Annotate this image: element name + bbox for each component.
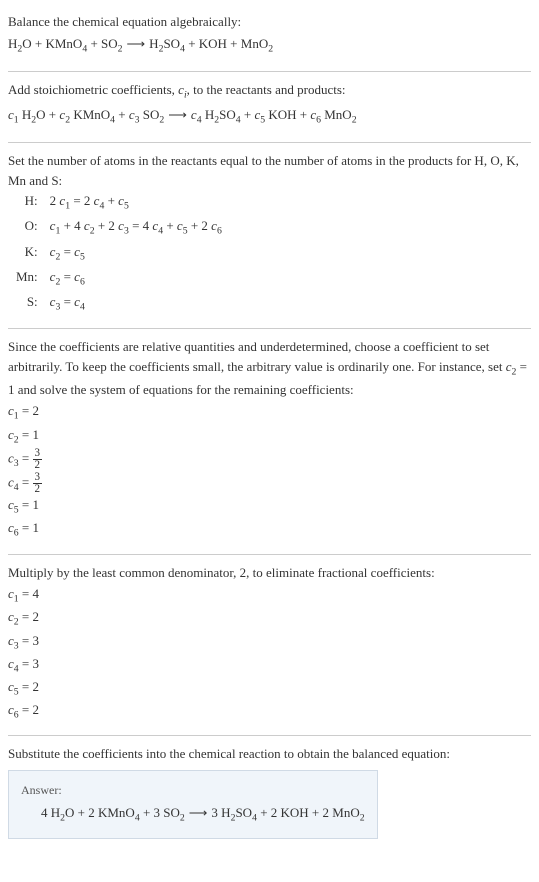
divider — [8, 142, 531, 143]
coeff-val: 2 — [33, 609, 40, 624]
coeff-row: c6 = 2 — [8, 700, 531, 723]
element-label: H: — [12, 190, 46, 215]
table-row: K:c2 = c5 — [12, 241, 226, 266]
element-label: O: — [12, 215, 46, 240]
section-balance-intro: Balance the chemical equation algebraica… — [8, 8, 531, 67]
element-eq: c2 = c5 — [46, 241, 226, 266]
solve-intro: Since the coefficients are relative quan… — [8, 337, 531, 399]
coeff-val: 1 — [33, 520, 40, 535]
coeff-row: c1 = 2 — [8, 401, 531, 424]
fraction: 32 — [33, 448, 43, 471]
element-label: K: — [12, 241, 46, 266]
coeff-row: c5 = 2 — [8, 677, 531, 700]
coeff-row: c6 = 1 — [8, 518, 531, 541]
coeff-row: c4 = 32 — [8, 472, 531, 496]
element-label: Mn: — [12, 266, 46, 291]
table-row: S:c3 = c4 — [12, 291, 226, 316]
table-row: H:2 c1 = 2 c4 + c5 — [12, 190, 226, 215]
section-answer: Substitute the coefficients into the che… — [8, 740, 531, 847]
balance-text: Balance the chemical equation algebraica… — [8, 12, 531, 32]
table-row: Mn:c2 = c6 — [12, 266, 226, 291]
divider — [8, 735, 531, 736]
coeff-row: c4 = 3 — [8, 654, 531, 677]
coeff-row: c2 = 2 — [8, 607, 531, 630]
answer-label: Answer: — [21, 781, 365, 799]
coeff-equation: c1 H2O + c2 KMnO4 + c3 SO2⟶c4 H2SO4 + c5… — [8, 103, 531, 130]
atom-balance-intro: Set the number of atoms in the reactants… — [8, 151, 531, 190]
coeff-val: 3 — [33, 633, 40, 648]
coeff-row: c3 = 32 — [8, 448, 531, 472]
fraction: 32 — [33, 472, 43, 495]
text-part: Add stoichiometric coefficients, — [8, 82, 178, 97]
coeff-val: 2 — [33, 702, 40, 717]
element-eq: c3 = c4 — [46, 291, 226, 316]
stoich-intro: Add stoichiometric coefficients, ci, to … — [8, 80, 531, 103]
frac-den: 2 — [33, 460, 43, 471]
coeff-row: c2 = 1 — [8, 425, 531, 448]
atom-equations-table: H:2 c1 = 2 c4 + c5 O:c1 + 4 c2 + 2 c3 = … — [12, 190, 226, 316]
table-row: O:c1 + 4 c2 + 2 c3 = 4 c4 + c5 + 2 c6 — [12, 215, 226, 240]
section-atom-balance: Set the number of atoms in the reactants… — [8, 147, 531, 324]
answer-box: Answer: 4 H2O + 2 KMnO4 + 3 SO2⟶3 H2SO4 … — [8, 770, 378, 839]
coeff-val: 4 — [33, 586, 40, 601]
coeff-list-2: c1 = 4 c2 = 2 c3 = 3 c4 = 3 c5 = 2 c6 = … — [8, 584, 531, 723]
coeff-val: 1 — [33, 427, 40, 442]
text-part: , to the reactants and products: — [187, 82, 346, 97]
coeff-val: 2 — [33, 403, 40, 418]
balanced-equation: 4 H2O + 2 KMnO4 + 3 SO2⟶3 H2SO4 + 2 KOH … — [21, 799, 365, 828]
coeff-val: 1 — [33, 497, 40, 512]
divider — [8, 71, 531, 72]
coeff-row: c5 = 1 — [8, 495, 531, 518]
element-label: S: — [12, 291, 46, 316]
divider — [8, 328, 531, 329]
section-stoichiometric: Add stoichiometric coefficients, ci, to … — [8, 76, 531, 138]
coeff-row: c3 = 3 — [8, 631, 531, 654]
unbalanced-equation: H2O + KMnO4 + SO2⟶H2SO4 + KOH + MnO2 — [8, 32, 531, 59]
lcd-intro: Multiply by the least common denominator… — [8, 563, 531, 583]
element-eq: c2 = c6 — [46, 266, 226, 291]
coeff-row: c1 = 4 — [8, 584, 531, 607]
coeff-val: 3 — [33, 656, 40, 671]
element-eq: 2 c1 = 2 c4 + c5 — [46, 190, 226, 215]
coeff-val: 2 — [33, 679, 40, 694]
answer-intro: Substitute the coefficients into the che… — [8, 744, 531, 764]
coeff-list-1: c1 = 2 c2 = 1 c3 = 32 c4 = 32 c5 = 1 c6 … — [8, 401, 531, 541]
frac-den: 2 — [33, 484, 43, 495]
frac-num: 3 — [33, 472, 43, 484]
divider — [8, 554, 531, 555]
element-eq: c1 + 4 c2 + 2 c3 = 4 c4 + c5 + 2 c6 — [46, 215, 226, 240]
section-solve-first: Since the coefficients are relative quan… — [8, 333, 531, 549]
section-multiply-lcd: Multiply by the least common denominator… — [8, 559, 531, 732]
ci-symbol: ci — [178, 82, 187, 97]
